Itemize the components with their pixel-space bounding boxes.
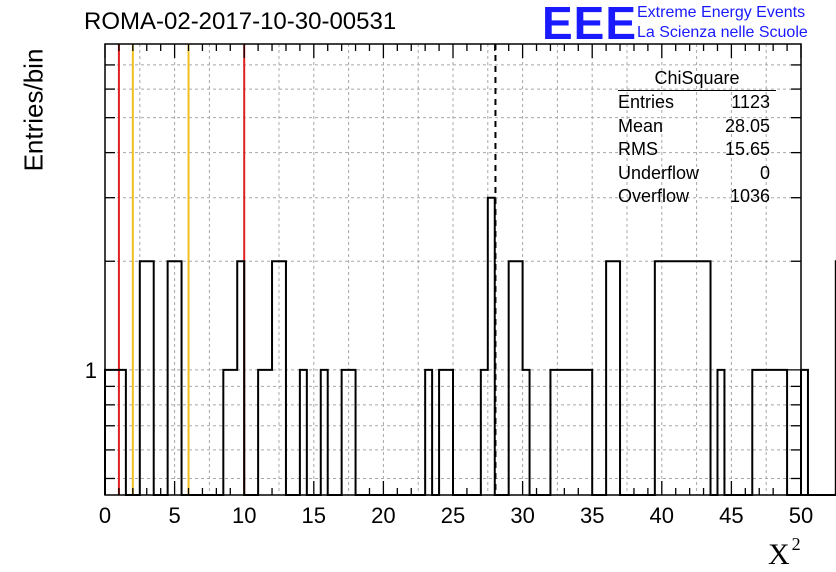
logo-line-1: Extreme Energy Events xyxy=(637,4,806,21)
stats-value: 28.05 xyxy=(724,115,770,136)
x-tick-label: 5 xyxy=(168,503,180,528)
eee-logo: EEE xyxy=(542,0,638,49)
stats-value: 1123 xyxy=(731,92,770,112)
x-tick-label: 15 xyxy=(302,503,326,528)
stats-key: RMS xyxy=(618,139,658,159)
stats-row-underflow: Underflow 0 xyxy=(612,162,776,186)
stats-key: Underflow xyxy=(618,162,700,183)
y-axis-label: Entries/bin xyxy=(18,48,49,172)
x-tick-label: 30 xyxy=(510,503,534,528)
x-tick-label: 40 xyxy=(650,503,674,528)
x-axis-label-superscript: 2 xyxy=(791,534,801,554)
stats-box: ChiSquare Entries 1123 Mean 28.05 RMS 15.65… xyxy=(612,68,776,208)
y-tick-label: 1 xyxy=(85,358,97,383)
x-axis-label-base: X xyxy=(768,538,790,571)
x-tick-label: 25 xyxy=(441,503,465,528)
x-tick-label: 20 xyxy=(371,503,395,528)
x-tick-label: 50 xyxy=(789,503,813,528)
chart-title: ROMA-02-2017-10-30-00531 xyxy=(84,8,397,35)
stats-value: 1036 xyxy=(729,186,770,206)
stats-row-mean: Mean 28.05 xyxy=(612,115,776,139)
x-tick-label: 10 xyxy=(232,503,256,528)
stats-key: Entries xyxy=(618,92,675,112)
logo-line-2: La Scienza nelle Scuole xyxy=(637,24,808,41)
stats-row-overflow: Overflow 1036 xyxy=(612,185,776,209)
stats-key: Mean xyxy=(618,115,664,136)
stats-row-rms: RMS 15.65 xyxy=(612,138,776,162)
stats-key: Overflow xyxy=(618,186,690,206)
x-tick-label: 45 xyxy=(719,503,743,528)
stats-title: ChiSquare xyxy=(618,68,776,91)
x-tick-label: 0 xyxy=(99,503,111,528)
x-tick-label: 35 xyxy=(580,503,604,528)
stats-row-entries: Entries 1123 xyxy=(612,91,776,115)
stats-value: 15.65 xyxy=(724,139,770,159)
stats-value: 0 xyxy=(759,162,770,183)
logo-caption: Extreme Energy Events La Scienza nelle S… xyxy=(637,3,808,43)
